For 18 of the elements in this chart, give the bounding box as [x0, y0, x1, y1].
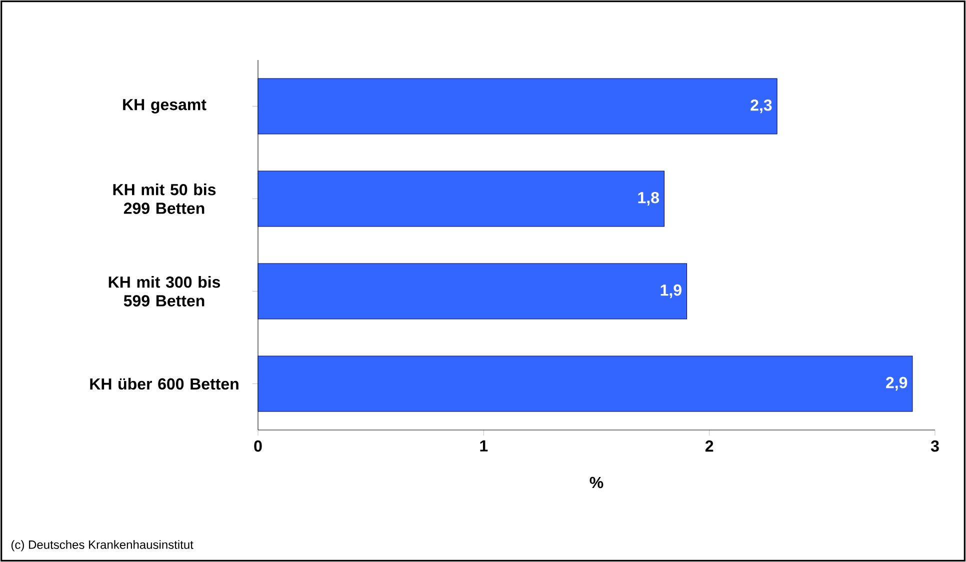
x-tick-label: 0	[254, 440, 262, 452]
x-tick-label: 2	[705, 440, 714, 452]
bar	[258, 78, 778, 134]
x-tick-label: 1	[480, 440, 488, 452]
data-label: 2,3	[750, 99, 772, 114]
bar	[258, 356, 913, 412]
text: (c) Deutsches Krankenhausinstitut	[11, 540, 194, 552]
y-tick-label: KH mit 300 bis 599 Betten	[108, 276, 220, 306]
x-axis-title: %	[590, 476, 604, 488]
data-label: 1,8	[638, 192, 659, 206]
y-tick-label: KH über 600 Betten	[90, 378, 238, 390]
bar	[258, 263, 688, 320]
x-tick-label: 3	[930, 440, 939, 452]
bar	[258, 170, 664, 227]
y-tick-label: KH mit 50 bis 299 Betten	[113, 184, 216, 214]
data-label: 2,9	[886, 376, 908, 391]
data-label: 1,9	[660, 284, 682, 298]
y-tick-label: KH gesamt	[123, 99, 206, 114]
